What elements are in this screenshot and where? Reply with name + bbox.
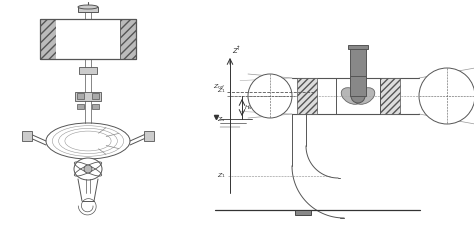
Text: ↑: ↑ — [236, 46, 241, 51]
Bar — [92, 93, 99, 99]
Bar — [40, 19, 136, 59]
Ellipse shape — [351, 89, 365, 103]
Ellipse shape — [341, 88, 362, 104]
Text: $Z_s$: $Z_s$ — [218, 116, 226, 124]
Ellipse shape — [248, 74, 292, 118]
Text: $Z_{ref}$: $Z_{ref}$ — [213, 82, 226, 91]
Text: $Z_1$: $Z_1$ — [217, 172, 226, 180]
Ellipse shape — [355, 88, 375, 104]
Bar — [56, 19, 120, 59]
Bar — [350, 48, 366, 81]
Ellipse shape — [84, 165, 92, 173]
Bar — [92, 104, 99, 109]
Bar — [75, 92, 101, 101]
Bar — [350, 76, 366, 96]
Bar — [77, 93, 84, 99]
Bar — [22, 131, 32, 141]
Text: Z: Z — [232, 48, 237, 54]
Bar — [295, 210, 311, 215]
Text: $Z_1$: $Z_1$ — [217, 86, 226, 95]
Bar — [120, 19, 136, 59]
Ellipse shape — [74, 158, 102, 180]
Text: $H_s$: $H_s$ — [244, 103, 253, 112]
Bar — [380, 78, 400, 114]
Bar — [348, 45, 368, 49]
Bar — [297, 78, 317, 114]
Bar — [77, 104, 84, 109]
Bar — [78, 7, 98, 12]
Bar — [144, 131, 154, 141]
Ellipse shape — [78, 5, 98, 9]
Bar — [40, 19, 56, 59]
Bar — [79, 67, 97, 74]
Bar — [336, 78, 380, 114]
Ellipse shape — [419, 68, 474, 124]
